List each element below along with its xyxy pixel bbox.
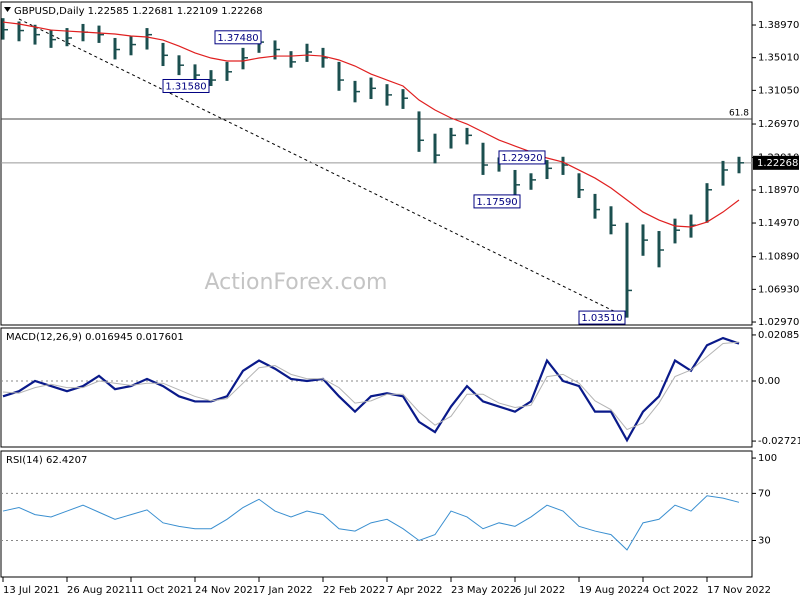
y-tick-label: 1.18970 [758, 185, 799, 196]
panel-title: GBPUSD,Daily 1.22585 1.22681 1.22109 1.2… [14, 6, 263, 17]
annotation-label: 1.37480 [217, 33, 258, 44]
y-tick-label: 1.35010 [758, 53, 799, 64]
x-tick-label: 7 Jan 2022 [259, 585, 313, 596]
annotation-label: 1.31580 [165, 81, 206, 92]
watermark: ActionForex.com [205, 270, 388, 295]
trendline [18, 18, 628, 319]
x-tick-label: 26 Aug 2021 [67, 585, 131, 596]
y-tick-label: -0.027213 [758, 436, 800, 447]
panel-title: MACD(12,26,9) 0.016945 0.017601 [6, 332, 184, 343]
symbol-icon [4, 7, 11, 12]
y-tick-label: 0.00 [758, 376, 780, 387]
x-tick-label: 24 Nov 2021 [195, 585, 259, 596]
panel-frame [0, 327, 753, 448]
y-tick-label: 1.14970 [758, 218, 799, 229]
x-tick-label: 4 Oct 2022 [643, 585, 698, 596]
y-tick-label: 1.31050 [758, 85, 799, 96]
y-tick-label: 1.26970 [758, 119, 799, 130]
y-tick-label: 1.10890 [758, 252, 799, 263]
x-tick-label: 11 Oct 2021 [131, 585, 193, 596]
annotation-label: 1.17590 [476, 197, 517, 208]
indicator-line [2, 341, 740, 431]
x-tick-label: 17 Nov 2022 [707, 585, 771, 596]
y-tick-label: 100 [758, 453, 777, 464]
moving-average [2, 21, 740, 228]
indicator-line [2, 495, 740, 551]
indicator-line [2, 336, 740, 443]
price-tag-box [753, 155, 799, 170]
x-tick-label: 7 Apr 2022 [387, 585, 442, 596]
y-tick-label: 1.38970 [758, 20, 799, 31]
panel-frame [0, 1, 753, 326]
x-tick-label: 22 Feb 2022 [323, 585, 385, 596]
price-tag: 1.22268 [757, 158, 798, 169]
panel-frame [0, 450, 753, 578]
annotation-label: 1.22920 [501, 153, 542, 164]
retracement-label: 61.8 [729, 108, 749, 118]
x-tick-label: 6 Jul 2022 [515, 585, 565, 596]
y-tick-label: 70 [758, 488, 771, 499]
panel-title: RSI(14) 62.4207 [6, 455, 87, 466]
x-tick-label: 19 Aug 2022 [579, 585, 643, 596]
annotation-box [214, 30, 262, 45]
y-tick-label: 30 [758, 535, 771, 546]
annotation-label: 1.03510 [581, 313, 622, 324]
annotation-box [473, 194, 521, 209]
y-tick-label: 1.02970 [758, 317, 799, 328]
annotation-box [162, 78, 210, 93]
annotation-box [498, 150, 546, 165]
y-tick-label: 0.020858 [758, 330, 800, 341]
annotation-box [578, 310, 626, 325]
x-tick-label: 13 Jul 2021 [3, 585, 60, 596]
y-tick-label: 1.06930 [758, 284, 799, 295]
x-tick-label: 23 May 2022 [451, 585, 516, 596]
